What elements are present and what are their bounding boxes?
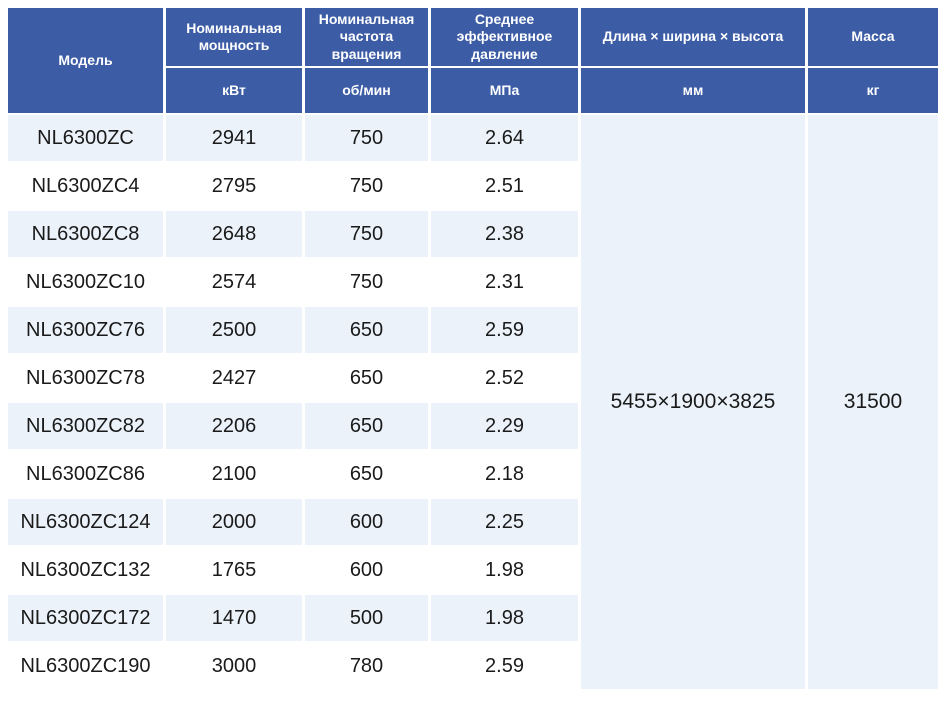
speed-cell: 650: [305, 307, 428, 353]
dimensions-merged-cell: 5455×1900×3825: [581, 115, 805, 689]
col-header-speed: Номинальная частота вращения: [305, 8, 428, 66]
power-cell: 2100: [166, 451, 302, 497]
table-row: NL6300ZC76 2500 650 2.59: [8, 307, 938, 353]
header-row-units: кВт об/мин МПа мм кг: [8, 68, 938, 113]
power-cell: 3000: [166, 643, 302, 689]
pressure-cell: 2.51: [431, 163, 578, 209]
speed-cell: 780: [305, 643, 428, 689]
power-cell: 2206: [166, 403, 302, 449]
table-row: NL6300ZC124 2000 600 2.25: [8, 499, 938, 545]
power-cell: 2427: [166, 355, 302, 401]
speed-cell: 600: [305, 547, 428, 593]
table-row: NL6300ZC82 2206 650 2.29: [8, 403, 938, 449]
speed-cell: 750: [305, 115, 428, 161]
model-cell: NL6300ZC76: [8, 307, 163, 353]
power-cell: 1765: [166, 547, 302, 593]
table-header: Модель Номинальная мощность Номинальная …: [8, 8, 938, 113]
speed-cell: 650: [305, 403, 428, 449]
model-cell: NL6300ZC4: [8, 163, 163, 209]
model-cell: NL6300ZC78: [8, 355, 163, 401]
table-row: NL6300ZC190 3000 780 2.59: [8, 643, 938, 689]
col-header-power: Номинальная мощность: [166, 8, 302, 66]
model-cell: NL6300ZC10: [8, 259, 163, 305]
power-cell: 2941: [166, 115, 302, 161]
col-header-model: Модель: [8, 8, 163, 113]
unit-power: кВт: [166, 68, 302, 113]
header-row-labels: Модель Номинальная мощность Номинальная …: [8, 8, 938, 113]
pressure-cell: 2.59: [431, 307, 578, 353]
table-body: NL6300ZC 2941 750 2.64 5455×1900×3825 315…: [8, 115, 938, 689]
model-cell: NL6300ZC86: [8, 451, 163, 497]
power-cell: 1470: [166, 595, 302, 641]
pressure-cell: 2.31: [431, 259, 578, 305]
table-row: NL6300ZC78 2427 650 2.52: [8, 355, 938, 401]
pressure-cell: 2.18: [431, 451, 578, 497]
pressure-cell: 1.98: [431, 547, 578, 593]
table-row: NL6300ZC4 2795 750 2.51: [8, 163, 938, 209]
col-header-mass: Масса: [808, 8, 938, 66]
model-cell: NL6300ZC172: [8, 595, 163, 641]
mass-merged-cell: 31500: [808, 115, 938, 689]
table-row: NL6300ZC10 2574 750 2.31: [8, 259, 938, 305]
col-header-pressure: Среднее эффективное давление: [431, 8, 578, 66]
pressure-cell: 2.52: [431, 355, 578, 401]
speed-cell: 600: [305, 499, 428, 545]
unit-speed: об/мин: [305, 68, 428, 113]
specs-table: Модель Номинальная мощность Номинальная …: [5, 6, 941, 691]
unit-mass: кг: [808, 68, 938, 113]
model-cell: NL6300ZC124: [8, 499, 163, 545]
power-cell: 2500: [166, 307, 302, 353]
table-row: NL6300ZC 2941 750 2.64 5455×1900×3825 315…: [8, 115, 938, 689]
speed-cell: 750: [305, 259, 428, 305]
table-row: NL6300ZC172 1470 500 1.98: [8, 595, 938, 641]
power-cell: 2574: [166, 259, 302, 305]
model-cell: NL6300ZC132: [8, 547, 163, 593]
pressure-cell: 2.38: [431, 211, 578, 257]
col-header-dimensions: Длина × ширина × высота: [581, 8, 805, 66]
model-cell: NL6300ZC8: [8, 211, 163, 257]
pressure-cell: 2.64: [431, 115, 578, 161]
model-cell: NL6300ZC82: [8, 403, 163, 449]
table-row: NL6300ZC8 2648 750 2.38: [8, 211, 938, 257]
model-cell: NL6300ZC190: [8, 643, 163, 689]
model-cell: NL6300ZC: [8, 115, 163, 161]
speed-cell: 500: [305, 595, 428, 641]
table-row: NL6300ZC86 2100 650 2.18: [8, 451, 938, 497]
speed-cell: 650: [305, 355, 428, 401]
unit-dimensions: мм: [581, 68, 805, 113]
pressure-cell: 1.98: [431, 595, 578, 641]
power-cell: 2795: [166, 163, 302, 209]
pressure-cell: 2.25: [431, 499, 578, 545]
speed-cell: 750: [305, 163, 428, 209]
speed-cell: 750: [305, 211, 428, 257]
unit-pressure: МПа: [431, 68, 578, 113]
pressure-cell: 2.59: [431, 643, 578, 689]
table-row: NL6300ZC132 1765 600 1.98: [8, 547, 938, 593]
pressure-cell: 2.29: [431, 403, 578, 449]
power-cell: 2648: [166, 211, 302, 257]
speed-cell: 650: [305, 451, 428, 497]
power-cell: 2000: [166, 499, 302, 545]
